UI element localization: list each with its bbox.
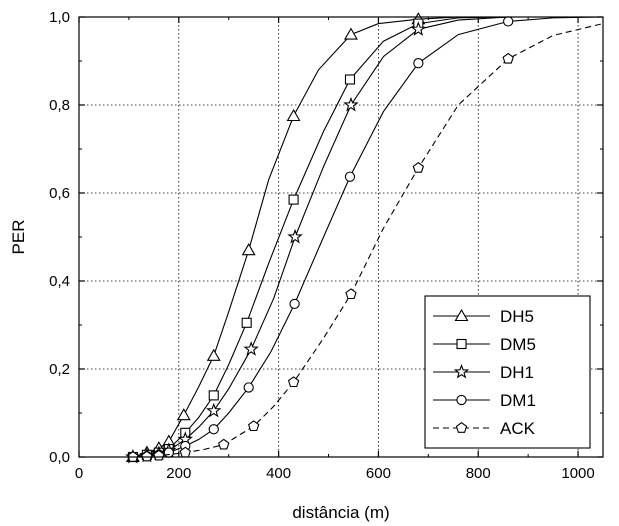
y-tick-label: 0,2	[49, 361, 70, 378]
legend-item-dh5: DH5	[433, 307, 534, 326]
data-point-ack	[287, 376, 300, 388]
legend-item-ack: ACK	[433, 419, 536, 438]
legend-label: DM1	[500, 391, 536, 410]
data-point-ack	[412, 161, 425, 173]
legend-item-dh1: DH1	[433, 363, 534, 382]
y-axis-title: PER	[9, 220, 28, 255]
data-point-dm5	[288, 194, 299, 205]
legend-marker-triangle-icon	[454, 308, 469, 322]
legend-label: DM5	[500, 335, 536, 354]
data-point-dh1	[287, 228, 303, 244]
data-point-dm5	[208, 390, 219, 401]
y-tick-label: 0,4	[49, 273, 70, 290]
data-point-dh5	[206, 348, 221, 361]
data-point-dm1	[289, 298, 300, 310]
data-point-dm1	[503, 16, 514, 27]
data-point-dh1	[206, 402, 222, 418]
data-point-dm5	[344, 74, 356, 85]
x-tick-label: 200	[166, 465, 191, 482]
x-tick-label: 800	[466, 465, 491, 482]
data-point-dh5	[241, 243, 256, 256]
legend-marker-circle-icon	[456, 394, 467, 406]
data-point-ack	[218, 438, 230, 450]
legend-label: DH5	[500, 307, 534, 326]
y-tick-label: 0,0	[49, 449, 70, 466]
data-point-ack	[345, 288, 357, 300]
legend-item-dm1: DM1	[433, 391, 536, 410]
data-point-dh1	[343, 96, 359, 112]
x-tick-label: 600	[366, 465, 391, 482]
data-point-dm1	[344, 171, 356, 182]
legend-marker-star-icon	[453, 363, 470, 379]
data-point-dm1	[243, 382, 254, 393]
x-tick-label: 1000	[561, 465, 594, 482]
data-point-dm1	[208, 424, 219, 435]
data-point-dh5	[176, 408, 191, 421]
axis-ticks: 0 200 400 600 800 1000 0,0 0,2 0,4 0,6 0,8 1,0	[49, 9, 603, 482]
legend-label: ACK	[500, 419, 536, 438]
x-axis-title: distância (m)	[292, 503, 389, 522]
data-point-dh5	[344, 27, 358, 40]
legend-marker-square-icon	[456, 338, 467, 350]
data-point-ack	[502, 52, 514, 64]
y-tick-label: 1,0	[49, 9, 70, 26]
data-point-dm1	[163, 447, 174, 458]
data-point-dm1	[413, 58, 424, 69]
y-tick-label: 0,8	[49, 97, 70, 114]
data-point-ack	[141, 450, 153, 462]
legend-item-dm5: DM5	[433, 335, 536, 354]
x-tick-label: 400	[266, 465, 291, 482]
data-point-dh5	[286, 108, 301, 122]
data-point-dh1	[243, 341, 259, 356]
legend: DH5 DM5 DH1 DM1 ACK	[424, 295, 591, 449]
series-layer	[123, 12, 604, 464]
legend-marker-pentagon-icon	[455, 422, 468, 433]
x-tick-label: 0	[75, 465, 83, 482]
y-tick-label: 0,6	[49, 185, 70, 202]
legend-label: DH1	[500, 363, 534, 382]
data-point-ack	[247, 420, 260, 432]
data-point-dm5	[241, 317, 252, 328]
data-point-dh1	[410, 21, 427, 36]
